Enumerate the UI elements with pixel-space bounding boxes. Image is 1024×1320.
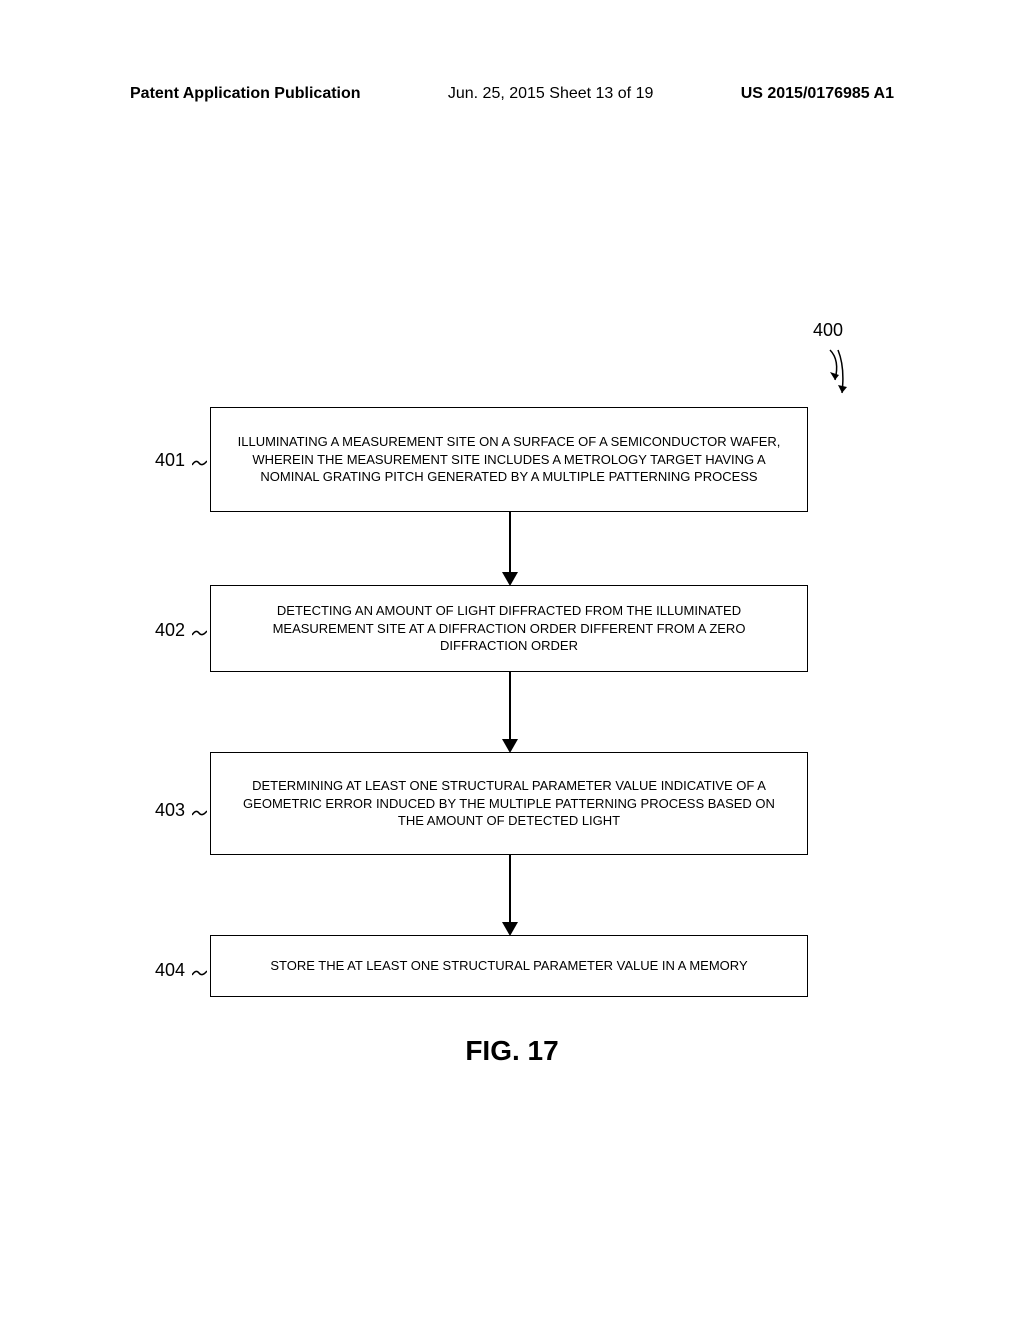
step-403-text: DETERMINING AT LEAST ONE STRUCTURAL PARA…: [231, 777, 787, 830]
step-reference-401: 401: [155, 450, 185, 471]
step-reference-404: 404: [155, 960, 185, 981]
arrow-line: [509, 672, 511, 740]
leader-line-icon: [192, 457, 207, 469]
page-header: Patent Application Publication Jun. 25, …: [0, 85, 1024, 103]
step-402-text: DETECTING AN AMOUNT OF LIGHT DIFFRACTED …: [231, 602, 787, 655]
header-publication-number: US 2015/0176985 A1: [741, 85, 894, 103]
arrow-head-icon: [502, 739, 518, 753]
reference-400-pointer: [820, 345, 850, 405]
step-reference-403: 403: [155, 800, 185, 821]
header-date-sheet: Jun. 25, 2015 Sheet 13 of 19: [448, 85, 654, 103]
arrow-head-icon: [502, 922, 518, 936]
flowchart-step-402: DETECTING AN AMOUNT OF LIGHT DIFFRACTED …: [210, 585, 808, 672]
flowchart-step-404: STORE THE AT LEAST ONE STRUCTURAL PARAME…: [210, 935, 808, 997]
leader-line-icon: [192, 627, 207, 639]
flowchart-step-401: ILLUMINATING A MEASUREMENT SITE ON A SUR…: [210, 407, 808, 512]
arrow-line: [509, 855, 511, 923]
leader-line-icon: [192, 967, 207, 979]
arrow-line: [509, 512, 511, 573]
arrow-head-icon: [502, 572, 518, 586]
leader-line-icon: [192, 807, 207, 819]
step-reference-402: 402: [155, 620, 185, 641]
step-404-text: STORE THE AT LEAST ONE STRUCTURAL PARAME…: [270, 957, 747, 975]
step-401-text: ILLUMINATING A MEASUREMENT SITE ON A SUR…: [231, 433, 787, 486]
header-publication-type: Patent Application Publication: [130, 85, 361, 103]
overall-reference-numeral: 400: [813, 320, 843, 341]
flowchart-step-403: DETERMINING AT LEAST ONE STRUCTURAL PARA…: [210, 752, 808, 855]
figure-label: FIG. 17: [0, 1035, 1024, 1067]
